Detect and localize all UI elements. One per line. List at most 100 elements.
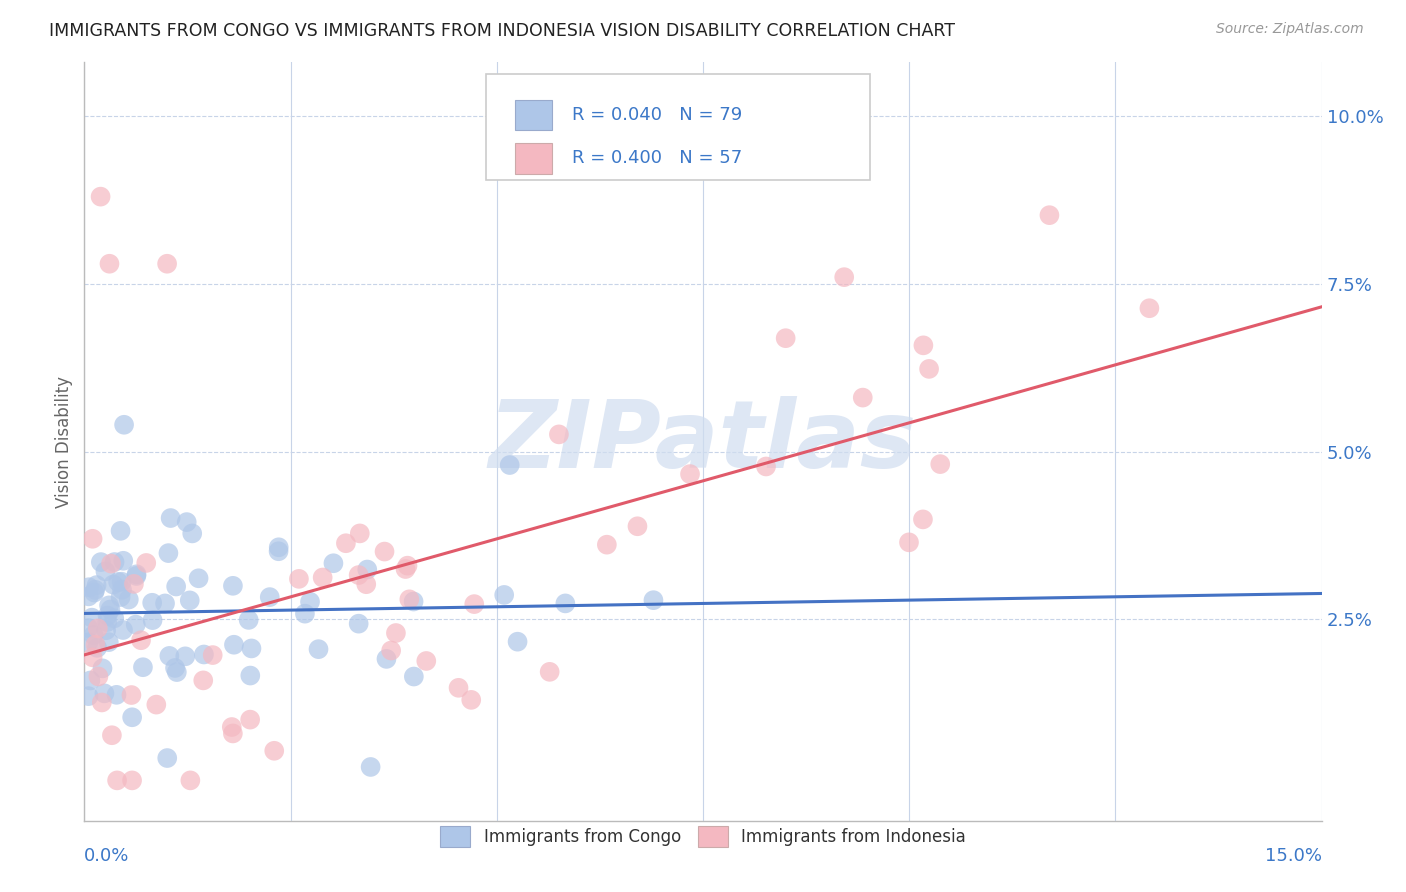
Point [157, 648, 180, 663]
Point [77, 580, 100, 594]
Point [90, 555, 112, 569]
Point [238, 613, 260, 627]
Point [1139, 301, 1161, 316]
Y-axis label: Vision Disability: Vision Disability [55, 376, 73, 508]
Point [463, 597, 485, 611]
Point [121, 773, 143, 788]
Point [96, 615, 118, 629]
Point [911, 512, 934, 526]
Point [898, 535, 921, 549]
Point [125, 617, 148, 632]
Point [460, 693, 482, 707]
Point [402, 594, 425, 608]
Point [385, 626, 408, 640]
Point [118, 592, 141, 607]
Point [112, 554, 135, 568]
Point [187, 571, 209, 585]
Point [110, 590, 132, 604]
Point [181, 526, 204, 541]
Point [90, 189, 112, 203]
Point [107, 574, 129, 589]
Point [447, 681, 470, 695]
Point [308, 642, 330, 657]
Text: 15.0%: 15.0% [1264, 847, 1322, 865]
Point [94, 565, 117, 579]
Point [912, 338, 935, 352]
Point [98, 599, 121, 613]
Point [311, 570, 333, 584]
Point [97, 635, 120, 649]
Point [394, 562, 416, 576]
Bar [515, 144, 553, 174]
Point [375, 652, 398, 666]
Point [626, 519, 648, 533]
Point [193, 673, 215, 688]
Point [142, 613, 165, 627]
Point [135, 556, 157, 570]
Point [77, 590, 100, 604]
Point [82, 532, 104, 546]
Point [125, 567, 148, 582]
Point [755, 459, 778, 474]
Point [349, 526, 371, 541]
Point [79, 673, 101, 688]
Point [165, 580, 187, 594]
Point [240, 641, 263, 656]
Point [494, 588, 516, 602]
Point [98, 257, 121, 271]
Point [129, 633, 152, 648]
Point [176, 515, 198, 529]
Point [918, 362, 941, 376]
Point [103, 555, 125, 569]
Point [86, 578, 108, 592]
Point [86, 640, 108, 655]
Point [294, 607, 316, 621]
Point [156, 257, 179, 271]
Point [141, 596, 163, 610]
Point [548, 427, 571, 442]
Point [125, 569, 148, 583]
Point [105, 773, 128, 788]
Point [77, 621, 100, 635]
Point [506, 634, 529, 648]
Bar [515, 100, 553, 130]
Text: ZIPatlas: ZIPatlas [489, 395, 917, 488]
Point [101, 577, 124, 591]
Point [77, 689, 100, 703]
Text: 0.0%: 0.0% [84, 847, 129, 865]
Point [259, 590, 281, 604]
Point [373, 544, 395, 558]
Point [852, 391, 875, 405]
Point [239, 668, 262, 682]
Point [179, 593, 201, 607]
Point [402, 669, 425, 683]
Point [360, 760, 382, 774]
Point [221, 720, 243, 734]
Point [267, 541, 290, 555]
Point [396, 558, 419, 573]
Text: Source: ZipAtlas.com: Source: ZipAtlas.com [1216, 22, 1364, 37]
Point [832, 270, 855, 285]
Point [157, 546, 180, 560]
Point [679, 467, 702, 481]
Point [111, 582, 134, 597]
Point [94, 624, 117, 638]
Point [288, 572, 311, 586]
Point [120, 688, 142, 702]
Point [263, 744, 285, 758]
Point [398, 592, 420, 607]
Point [111, 623, 134, 637]
Point [354, 577, 377, 591]
Point [554, 596, 576, 610]
Point [90, 696, 112, 710]
Point [299, 595, 322, 609]
Point [356, 562, 378, 576]
Text: IMMIGRANTS FROM CONGO VS IMMIGRANTS FROM INDONESIA VISION DISABILITY CORRELATION: IMMIGRANTS FROM CONGO VS IMMIGRANTS FROM… [49, 22, 955, 40]
Point [121, 710, 143, 724]
Point [110, 524, 132, 538]
Point [112, 417, 135, 432]
Point [222, 638, 245, 652]
Point [347, 568, 370, 582]
FancyBboxPatch shape [486, 74, 870, 180]
Legend: Immigrants from Congo, Immigrants from Indonesia: Immigrants from Congo, Immigrants from I… [433, 819, 973, 854]
